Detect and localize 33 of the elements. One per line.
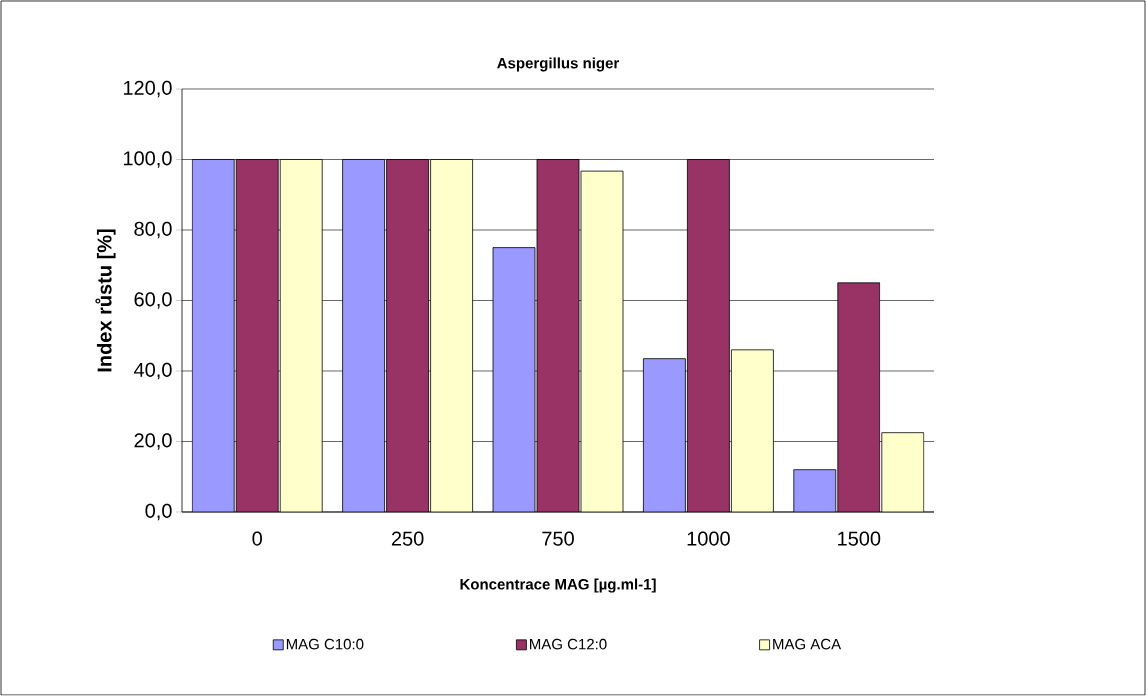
x-axis-title: Koncentrace MAG [µg.ml-1]	[460, 578, 656, 593]
bar	[342, 159, 385, 512]
chart-title: Aspergillus niger	[497, 57, 620, 72]
bar	[430, 159, 473, 512]
y-axis-title: Index růstu [%]	[95, 229, 116, 372]
bar	[386, 159, 429, 512]
x-tick-label: 750	[542, 531, 574, 546]
bar	[687, 159, 730, 512]
bar	[493, 247, 536, 512]
y-tick-label: 80,0	[134, 221, 172, 239]
y-tick-label: 100,0	[123, 151, 172, 168]
bar	[793, 469, 837, 512]
x-tick-label: 0	[252, 531, 262, 546]
y-tick-label: 120,0	[123, 80, 172, 98]
bar	[236, 159, 279, 512]
bar	[643, 358, 686, 512]
y-tick-label: 20,0	[134, 433, 172, 450]
bar	[581, 171, 624, 512]
y-tick-label: 60,0	[134, 292, 172, 309]
legend-label: MAG C10:0	[286, 638, 364, 650]
bar	[881, 432, 925, 512]
x-tick-label: 1500	[838, 531, 881, 546]
bar	[192, 159, 235, 512]
bar	[280, 159, 323, 512]
x-tick-label: 250	[391, 531, 424, 546]
bar	[837, 282, 881, 512]
bar	[731, 349, 774, 512]
legend-label: MAG C12:0	[530, 638, 607, 650]
y-tick-label: 0,0	[145, 503, 172, 521]
bar	[537, 159, 580, 512]
legend-label: MAG ACA	[773, 638, 842, 650]
x-tick-label: 1000	[687, 531, 730, 546]
y-tick-label: 40,0	[134, 362, 172, 380]
